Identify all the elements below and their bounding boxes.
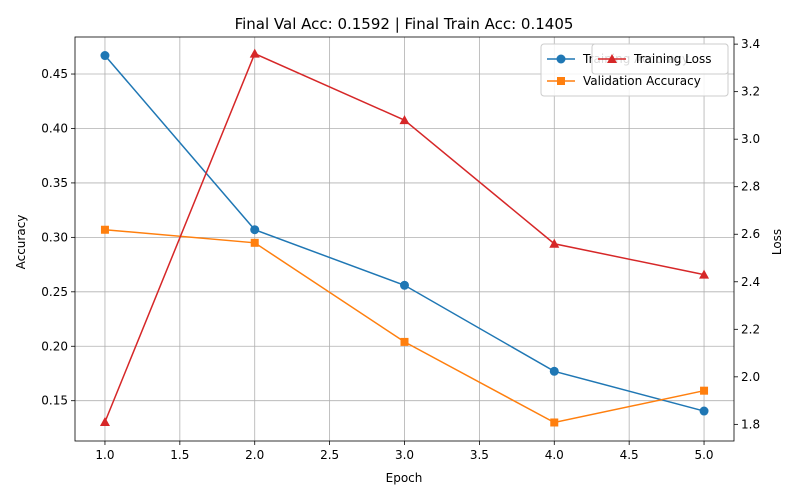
- data-point: [249, 48, 260, 58]
- x-tick-label: 3.0: [395, 448, 414, 462]
- y-right-tick-label: 3.2: [741, 85, 760, 99]
- y-axis-left-label: Accuracy: [14, 215, 28, 270]
- y-left-tick-label: 0.30: [41, 230, 68, 244]
- y-left-tick-label: 0.20: [41, 339, 68, 353]
- legend: Training AccuracyValidation AccuracyTrai…: [540, 43, 729, 97]
- legend-box: Training Loss: [591, 43, 729, 75]
- x-tick-label: 2.0: [245, 448, 264, 462]
- data-point: [549, 238, 560, 248]
- data-point: [250, 225, 260, 235]
- y-left-tick-label: 0.15: [41, 394, 68, 408]
- data-point: [699, 269, 710, 279]
- legend-marker: [607, 54, 617, 63]
- x-tick-label: 1.5: [170, 448, 189, 462]
- y-left-tick-label: 0.45: [41, 67, 68, 81]
- series-validation-accuracy: [100, 225, 709, 427]
- y-right-tick-label: 2.6: [741, 227, 760, 241]
- data-point: [699, 406, 709, 416]
- x-tick-label: 1.0: [95, 448, 114, 462]
- data-point: [550, 418, 559, 427]
- series-training-accuracy: [100, 51, 709, 416]
- data-point: [100, 51, 110, 61]
- y-left-tick-label: 0.35: [41, 176, 68, 190]
- legend-marker: [556, 54, 566, 64]
- y-right-tick-label: 2.0: [741, 370, 760, 384]
- x-tick-label: 5.0: [694, 448, 713, 462]
- y-right-tick-label: 3.0: [741, 132, 760, 146]
- x-tick-label: 4.5: [620, 448, 639, 462]
- data-point: [400, 337, 409, 346]
- series-layer: [99, 48, 710, 427]
- data-point: [700, 386, 709, 395]
- grid: [75, 37, 734, 441]
- x-axis-label: Epoch: [386, 471, 423, 485]
- legend-marker: [557, 77, 565, 85]
- series-training-loss: [99, 48, 710, 426]
- x-tick-label: 3.5: [470, 448, 489, 462]
- data-point: [549, 366, 559, 376]
- data-point: [100, 225, 109, 234]
- data-point: [250, 238, 259, 247]
- legend-frame: [591, 43, 729, 75]
- y-axis-right-label: Loss: [770, 229, 784, 255]
- data-point: [399, 115, 410, 125]
- y-right-tick-label: 2.8: [741, 180, 760, 194]
- data-point: [99, 416, 110, 426]
- data-point: [400, 280, 409, 290]
- y-right-tick-label: 2.2: [741, 322, 760, 336]
- chart-title: Final Val Acc: 0.1592 | Final Train Acc:…: [235, 15, 574, 33]
- axes: 1.0 1.5 2.0 2.5 3.0 3.5 4.0 4.5 5.0 0.15 0.20 0.25 0…: [41, 36, 760, 462]
- legend-label: Validation Accuracy: [583, 74, 701, 88]
- y-right-tick-label: 2.4: [741, 275, 760, 289]
- y-left-tick-label: 0.40: [41, 121, 68, 135]
- legend-label: Training Loss: [633, 52, 711, 66]
- y-right-tick-label: 3.4: [741, 37, 760, 51]
- x-tick-label: 2.5: [320, 448, 339, 462]
- y-left-tick-label: 0.25: [41, 285, 68, 299]
- x-tick-label: 4.0: [545, 448, 564, 462]
- y-right-tick-label: 1.8: [741, 417, 760, 431]
